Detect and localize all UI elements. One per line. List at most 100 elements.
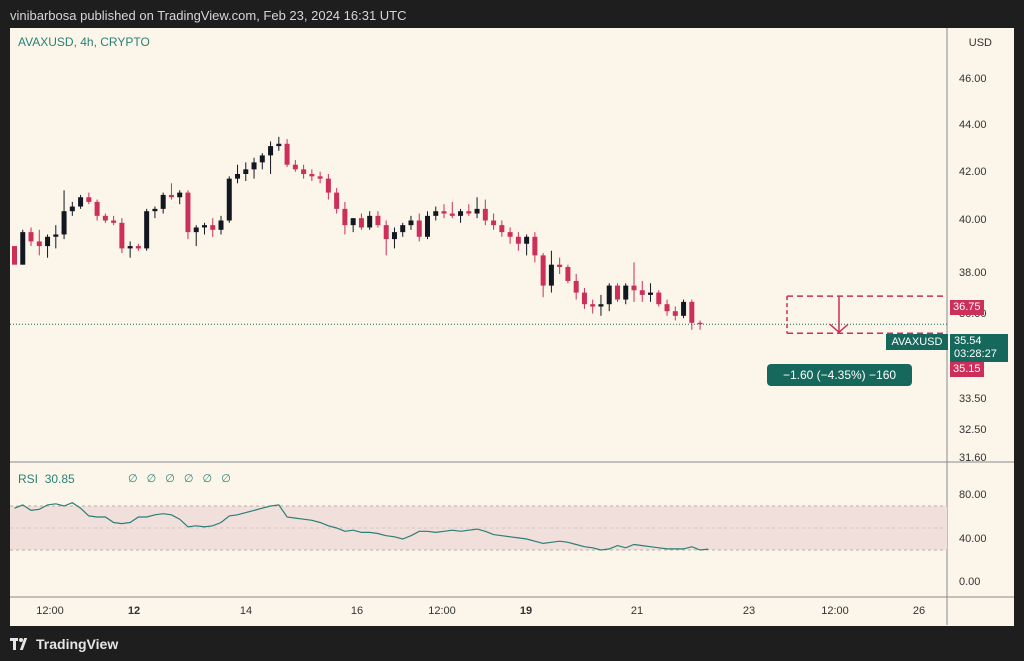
candle [631,285,637,291]
candle [20,232,26,265]
candle [565,267,571,281]
candle [350,218,356,226]
publish-header: vinibarbosa published on TradingView.com… [10,8,407,23]
rsi-tick: 0.00 [959,576,981,588]
candle [127,246,133,249]
candle [433,211,439,216]
x-tick: 16 [350,605,364,617]
candle [86,197,92,202]
candle [648,292,654,295]
y-tick: 31.60 [959,452,987,464]
candle [400,225,406,233]
candle [152,208,158,212]
candle [581,292,587,305]
candle [375,215,381,226]
candle [185,192,191,233]
footer-brand: TradingView [10,632,118,656]
x-tick: 12 [127,605,141,617]
symbol-legend[interactable]: AVAXUSD, 4h, CRYPTO [18,35,150,49]
candle [111,220,117,223]
candle [524,236,530,244]
candle [259,155,265,163]
rsi-value: 30.85 [44,472,75,486]
candle [251,162,257,170]
x-tick: 26 [912,605,926,617]
measure-arrow-head [829,323,849,334]
x-tick: 12:00 [428,605,456,617]
chart-canvas[interactable] [10,28,1014,626]
candle [458,211,464,216]
y-tick: 40.00 [959,214,987,226]
candle [672,311,678,316]
candle [69,206,75,212]
y-tick: 44.00 [959,119,987,131]
candle [12,246,17,265]
measure-result-label[interactable]: −1.60 (−4.35%) −160 [767,364,912,386]
candle [201,225,207,228]
candle [61,211,67,235]
candle [425,215,430,237]
candle [491,220,497,226]
candle [590,304,596,307]
candle [309,174,315,177]
rsi-tick: 80.00 [959,489,987,501]
currency-label[interactable]: USD [968,37,992,49]
candle [681,301,687,316]
y-tick: 33.50 [959,393,987,405]
candle [235,174,241,179]
candle [119,222,125,249]
candle [391,232,397,240]
rsi-input-icons[interactable]: ∅ ∅ ∅ ∅ ∅ ∅ [128,473,234,485]
candle [623,285,629,300]
candle [193,227,199,233]
x-tick: 21 [630,605,644,617]
candle [614,285,620,300]
candle [276,143,282,147]
measure-top-price-badge: 36.75 [950,300,984,315]
candle [515,236,521,244]
candle [144,211,150,249]
candle [507,232,513,237]
candle [160,194,166,209]
candle [210,225,216,230]
candle [78,197,84,207]
candle [317,176,323,179]
candle [598,304,604,307]
rsi-legend[interactable]: RSI 30.85 [18,472,75,486]
candle [284,143,290,165]
candle [697,322,703,325]
candle [218,220,224,230]
rsi-tick: 40.00 [959,533,987,545]
measure-bottom-price-badge: 35.15 [950,362,984,377]
candle [639,290,645,295]
candle [45,236,51,247]
candle [606,285,612,305]
candle [292,164,298,170]
candle [466,211,472,214]
candle [557,264,563,267]
candle [548,264,554,286]
candle [342,208,348,226]
candle [53,234,59,237]
candle [474,208,480,214]
candle [482,208,488,221]
candle [358,218,364,228]
candle [416,220,422,237]
candle [102,215,108,221]
candle [449,213,455,216]
candle [268,146,274,156]
candle [408,220,414,226]
candle [540,255,546,286]
last-price: 35.54 [954,335,982,347]
candle [656,292,662,305]
y-tick: 46.00 [959,73,987,85]
candle [441,211,447,214]
y-tick: 42.00 [959,166,987,178]
x-tick: 12:00 [36,605,64,617]
candle [532,236,538,256]
tradingview-logo-icon [10,638,30,650]
candle [664,304,670,312]
chart-panel[interactable]: AVAXUSD, 4h, CRYPTO USD RSI 30.85 ∅ ∅ ∅ … [10,28,1014,626]
candle [226,178,232,221]
